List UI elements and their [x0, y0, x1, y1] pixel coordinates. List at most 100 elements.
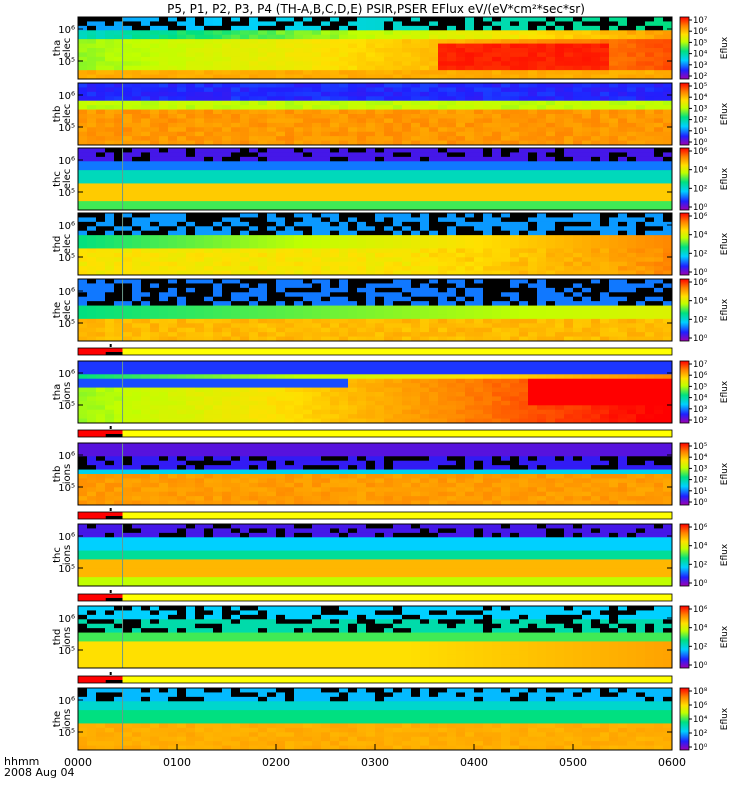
heatmap-cell	[645, 323, 655, 329]
heatmap-cell	[411, 87, 421, 93]
heatmap-cell	[150, 61, 160, 67]
heatmap-cell	[168, 70, 178, 75]
heatmap-cell	[420, 196, 430, 202]
heatmap-cell	[222, 74, 232, 80]
heatmap-cell	[339, 301, 349, 306]
heatmap-cell	[141, 70, 151, 75]
heatmap-cell	[303, 65, 313, 71]
heatmap-cell	[195, 74, 205, 80]
heatmap-cell	[456, 318, 466, 324]
heatmap-cell	[312, 48, 322, 53]
heatmap-cell	[159, 235, 169, 240]
heatmap-cell	[591, 136, 601, 141]
heatmap-cell	[366, 21, 376, 27]
heatmap-cell	[591, 21, 601, 27]
heatmap-cell	[366, 48, 376, 53]
heatmap-cell	[393, 165, 403, 171]
heatmap-cell	[186, 301, 196, 306]
heatmap-cell	[429, 83, 439, 88]
heatmap-cell	[249, 65, 259, 71]
heatmap-cell	[267, 34, 277, 40]
heatmap-cell	[231, 261, 241, 267]
heatmap-cell	[465, 136, 475, 141]
heatmap-cell	[213, 248, 223, 254]
heatmap-cell	[105, 252, 115, 258]
heatmap-cell	[510, 48, 520, 53]
heatmap-cell	[105, 17, 115, 22]
heatmap-cell	[159, 305, 169, 311]
heatmap-cell	[465, 165, 475, 171]
heatmap-cell	[150, 213, 160, 218]
heatmap-cell	[402, 165, 412, 171]
heatmap-cell	[312, 270, 322, 276]
heatmap-cell	[339, 17, 349, 22]
heatmap-cell	[177, 296, 187, 302]
heatmap-cell	[519, 244, 529, 249]
heatmap-cell	[393, 127, 403, 133]
heatmap-cell	[96, 305, 106, 311]
heatmap-cell	[366, 221, 376, 227]
heatmap-cell	[258, 187, 268, 193]
heatmap-cell	[600, 336, 610, 342]
heatmap-cell	[447, 183, 457, 189]
heatmap-cell	[267, 70, 277, 75]
heatmap-cell	[105, 30, 115, 36]
heatmap-cell	[429, 318, 439, 324]
heatmap-cell	[159, 21, 169, 27]
heatmap-cell	[474, 318, 484, 324]
heatmap-cell	[411, 174, 421, 180]
heatmap-cell	[537, 21, 547, 27]
heatmap-cell	[654, 187, 664, 193]
heatmap-cell	[150, 217, 160, 223]
heatmap-cell	[384, 270, 394, 276]
heatmap-cell	[564, 239, 574, 245]
heatmap-cell	[564, 118, 574, 124]
heatmap-cell	[222, 400, 232, 406]
heatmap-cell	[420, 74, 430, 80]
heatmap-cell	[105, 248, 115, 254]
heatmap-cell	[438, 179, 448, 184]
heatmap-cell	[339, 327, 349, 333]
heatmap-cell	[249, 270, 259, 276]
heatmap-cell	[348, 305, 358, 311]
heatmap-cell	[636, 43, 646, 49]
heatmap-cell	[330, 140, 340, 146]
heatmap-cell	[582, 187, 592, 193]
heatmap-cell	[474, 205, 484, 211]
heatmap-cell	[654, 318, 664, 324]
heatmap-cell	[204, 239, 214, 245]
heatmap-cell	[276, 140, 286, 146]
heatmap-cell	[285, 183, 295, 189]
heatmap-cell	[150, 156, 160, 162]
heatmap-cell	[96, 327, 106, 333]
heatmap-cell	[78, 213, 88, 218]
heatmap-cell	[492, 170, 502, 175]
heatmap-cell	[573, 270, 583, 276]
heatmap-cell	[267, 248, 277, 254]
heatmap-cell	[123, 213, 133, 218]
heatmap-cell	[663, 279, 673, 284]
heatmap-cell	[132, 387, 142, 393]
heatmap-cell	[420, 261, 430, 267]
heatmap-cell	[429, 43, 439, 49]
heatmap-cell	[348, 83, 358, 88]
heatmap-cell	[546, 213, 556, 218]
heatmap-cell	[231, 183, 241, 189]
heatmap-cell	[510, 301, 520, 306]
heatmap-cell	[294, 161, 304, 167]
heatmap-cell	[411, 100, 421, 106]
heatmap-cell	[177, 396, 187, 402]
heatmap-cell	[528, 314, 538, 320]
heatmap-cell	[483, 70, 493, 75]
heatmap-cell	[600, 127, 610, 133]
heatmap-cell	[168, 170, 178, 175]
heatmap-cell	[123, 156, 133, 162]
heatmap-cell	[195, 91, 205, 97]
heatmap-cell	[636, 287, 646, 293]
heatmap-cell	[258, 105, 268, 110]
heatmap-cell	[159, 17, 169, 22]
heatmap-cell	[501, 87, 511, 93]
heatmap-cell	[78, 252, 88, 258]
heatmap-cell	[591, 183, 601, 189]
